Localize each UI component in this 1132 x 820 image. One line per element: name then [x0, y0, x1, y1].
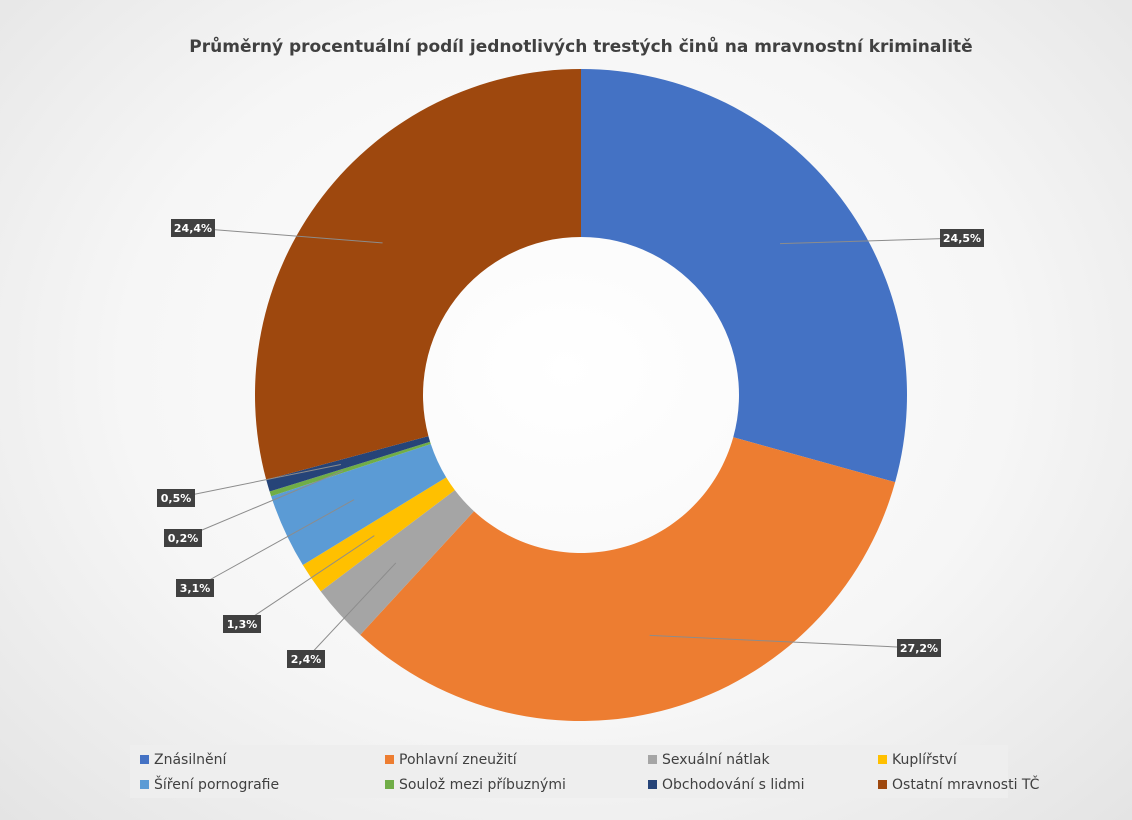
- legend-label-2: Pohlavní zneužití: [399, 751, 517, 768]
- legend-item-5: Šíření pornografie: [140, 777, 385, 793]
- slice-7: [266, 436, 431, 492]
- chart-title: Průměrný procentuální podíl jednotlivých…: [189, 35, 972, 57]
- data-label-5: 3,1%: [180, 582, 211, 595]
- legend-swatch-3: [648, 755, 657, 764]
- leader-line-6: [182, 470, 343, 539]
- legend: Znásilnění Pohlavní zneužití Sexuální nátl…: [130, 745, 1039, 798]
- legend-label-3: Sexuální nátlak: [662, 751, 770, 768]
- legend-label-5: Šíření pornografie: [154, 776, 280, 793]
- legend-label-7: Obchodování s lidmi: [662, 776, 805, 793]
- leader-line-2: [649, 634, 920, 649]
- legend-item-1: Znásilnění: [140, 752, 385, 768]
- data-label-3: 2,4%: [291, 653, 322, 666]
- legend-label-8: Ostatní mravnosti TČ: [892, 776, 1040, 793]
- slice-8: [254, 69, 581, 480]
- data-label-4: 1,3%: [227, 618, 258, 631]
- data-labels-group: 24,5% 27,2% 2,4% 1,3% 3,1% 0,2% 0,5% 24,4%: [157, 219, 984, 668]
- data-label-box-6: [164, 529, 202, 547]
- slice-1: [581, 69, 908, 483]
- slice-4: [302, 477, 455, 592]
- leader-line-7: [175, 464, 341, 499]
- data-label-box-8: [171, 219, 215, 237]
- data-label-2: 27,2%: [900, 642, 938, 655]
- data-label-box-3: [287, 650, 325, 668]
- slice-3: [320, 490, 474, 635]
- data-label-7: 0,5%: [161, 492, 192, 505]
- legend-swatch-7: [648, 780, 657, 789]
- data-label-box-5: [176, 579, 214, 597]
- data-label-box-4: [223, 615, 261, 633]
- leader-line-1: [779, 237, 963, 245]
- legend-swatch-4: [878, 755, 887, 764]
- leader-line-8: [192, 227, 383, 244]
- legend-item-7: Obchodování s lidmi: [648, 777, 878, 793]
- data-label-box-1: [940, 229, 984, 247]
- leader-line-5: [194, 499, 355, 589]
- legend-swatch-2: [385, 755, 394, 764]
- leader-line-3: [305, 562, 397, 660]
- leader-lines-group: [175, 227, 963, 660]
- legend-label-6: Soulož mezi příbuznými: [399, 776, 566, 793]
- legend-label-1: Znásilnění: [154, 751, 227, 768]
- data-label-6: 0,2%: [168, 532, 199, 545]
- data-label-8: 24,4%: [174, 222, 212, 235]
- legend-swatch-6: [385, 780, 394, 789]
- legend-item-3: Sexuální nátlak: [648, 752, 878, 768]
- legend-item-6: Soulož mezi příbuznými: [385, 777, 648, 793]
- legend-label-4: Kuplířství: [892, 751, 957, 768]
- leader-line-4: [241, 535, 375, 625]
- slice-2: [360, 437, 896, 721]
- data-label-1: 24,5%: [943, 232, 981, 245]
- legend-item-8: Ostatní mravnosti TČ: [878, 777, 1039, 793]
- legend-swatch-5: [140, 780, 149, 789]
- slice-6: [269, 441, 431, 497]
- slices-group: [254, 69, 908, 721]
- data-label-box-7: [157, 489, 195, 507]
- legend-item-4: Kuplířství: [878, 752, 1018, 768]
- data-label-box-2: [897, 639, 941, 657]
- legend-swatch-1: [140, 755, 149, 764]
- slice-5: [271, 444, 447, 566]
- legend-swatch-8: [878, 780, 887, 789]
- legend-item-2: Pohlavní zneužití: [385, 752, 648, 768]
